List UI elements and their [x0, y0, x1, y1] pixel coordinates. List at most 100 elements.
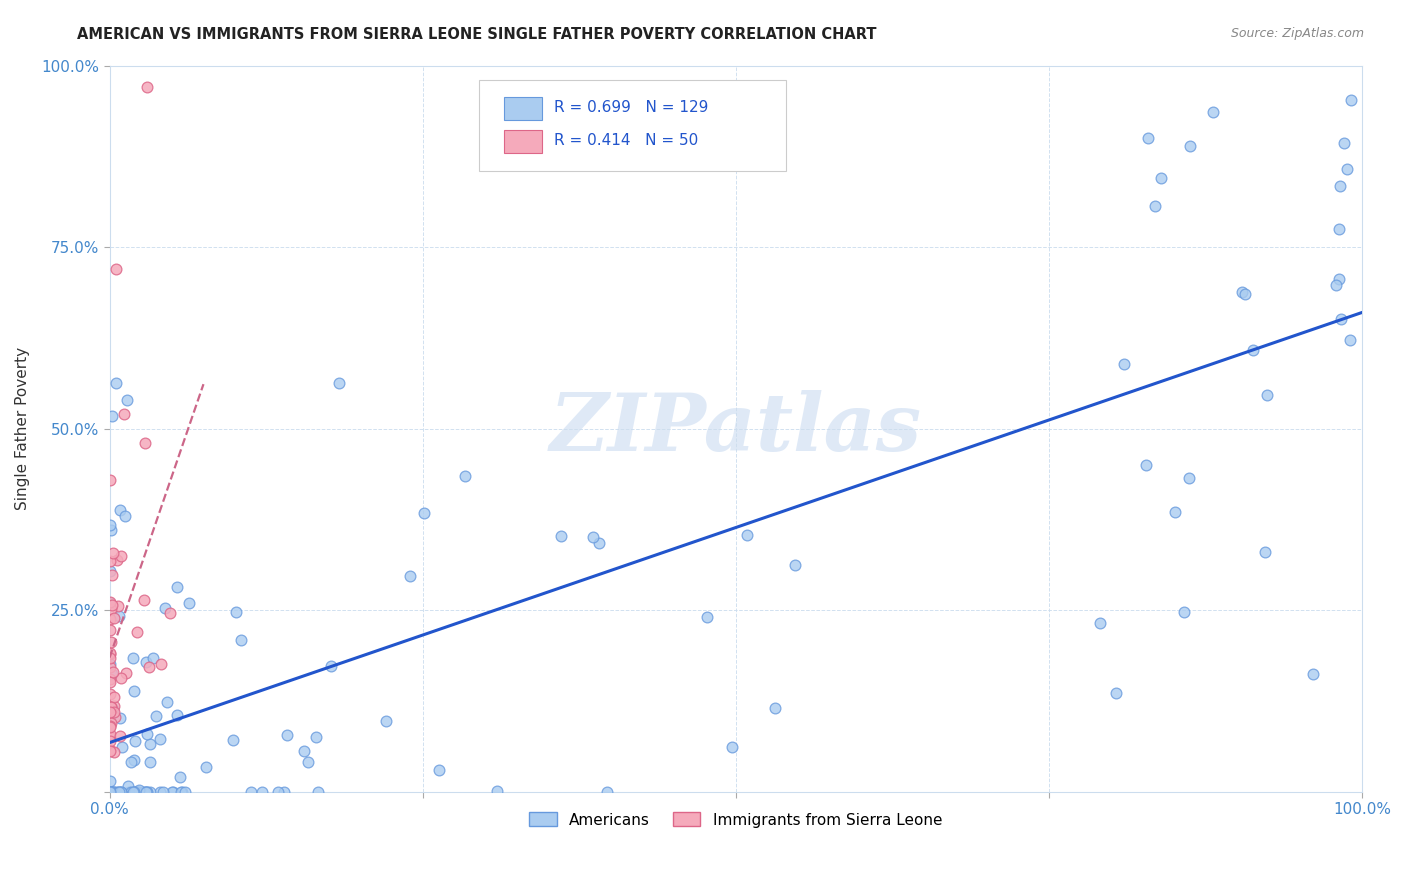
Point: [305, 730, 328, 744]
Point: [124, 734, 146, 748]
Point: [98, 672, 121, 686]
Point: [98, 687, 121, 701]
Legend: Americans, Immigrants from Sierra Leone: Americans, Immigrants from Sierra Leone: [522, 805, 950, 835]
Point: [128, 783, 150, 797]
Point: [582, 530, 605, 544]
Point: [721, 740, 744, 755]
Point: [194, 760, 217, 774]
Point: [98, 675, 121, 690]
Point: [98, 730, 121, 744]
Point: [1143, 199, 1166, 213]
Point: [149, 732, 172, 747]
Point: [98, 623, 121, 637]
Point: [328, 376, 350, 391]
Point: [98, 595, 121, 609]
Point: [110, 549, 132, 563]
Point: [735, 528, 758, 542]
Point: [135, 785, 157, 799]
Point: [98, 785, 121, 799]
Point: [152, 785, 174, 799]
Point: [121, 785, 143, 799]
Point: [101, 702, 124, 716]
Point: [550, 529, 572, 543]
Point: [98, 720, 121, 734]
Point: [1302, 666, 1324, 681]
Point: [427, 763, 450, 777]
Point: [110, 785, 132, 799]
Point: [118, 785, 141, 799]
Point: [100, 666, 122, 681]
Point: [134, 436, 156, 450]
Y-axis label: Single Father Poverty: Single Father Poverty: [15, 347, 30, 510]
Point: [222, 732, 245, 747]
Point: [485, 784, 508, 798]
Point: [1333, 136, 1355, 151]
Point: [1233, 287, 1256, 301]
Point: [252, 785, 274, 799]
Point: [1241, 343, 1264, 357]
Point: [150, 657, 173, 671]
Point: [166, 580, 188, 594]
FancyBboxPatch shape: [479, 80, 786, 171]
Point: [112, 407, 135, 421]
Point: [135, 655, 157, 669]
Point: [1339, 334, 1361, 348]
Point: [1327, 272, 1350, 286]
Point: [100, 601, 122, 615]
Point: [111, 740, 134, 755]
Point: [98, 711, 121, 725]
Point: [98, 650, 121, 665]
Point: [101, 665, 124, 679]
Point: [145, 709, 167, 723]
Point: [266, 785, 288, 799]
Point: [124, 785, 146, 799]
Point: [103, 785, 125, 799]
Point: [229, 632, 252, 647]
Point: [98, 727, 121, 741]
Point: [103, 709, 125, 723]
Point: [110, 671, 132, 685]
Point: [100, 523, 122, 537]
Point: [765, 700, 787, 714]
Point: [1150, 171, 1173, 186]
Point: [170, 785, 193, 799]
Point: [103, 745, 125, 759]
Point: [110, 729, 132, 743]
Point: [166, 707, 188, 722]
Point: [98, 719, 121, 733]
Point: [135, 80, 157, 95]
Point: [124, 785, 146, 799]
Point: [127, 785, 149, 799]
Point: [783, 558, 806, 573]
Point: [321, 659, 343, 673]
Point: [138, 660, 160, 674]
Point: [156, 695, 179, 709]
Point: [105, 553, 128, 567]
Point: [1230, 285, 1253, 299]
Point: [1173, 605, 1195, 619]
Point: [98, 564, 121, 578]
Point: [1253, 545, 1275, 559]
Point: [98, 647, 121, 661]
Point: [276, 728, 298, 742]
Point: [139, 755, 162, 769]
Point: [1137, 130, 1160, 145]
Point: [1340, 93, 1362, 107]
Point: [110, 785, 132, 799]
Point: [1178, 471, 1201, 485]
Point: [100, 660, 122, 674]
Point: [98, 473, 121, 487]
Point: [696, 610, 718, 624]
Point: [98, 518, 121, 533]
Point: [1178, 139, 1201, 153]
Point: [1324, 278, 1347, 293]
Point: [149, 785, 172, 799]
Point: [1329, 178, 1351, 193]
Text: ZIPatlas: ZIPatlas: [550, 390, 922, 467]
Point: [108, 785, 131, 799]
Point: [103, 705, 125, 719]
Point: [100, 716, 122, 731]
Point: [162, 785, 184, 799]
Point: [132, 785, 155, 799]
Point: [297, 755, 319, 769]
